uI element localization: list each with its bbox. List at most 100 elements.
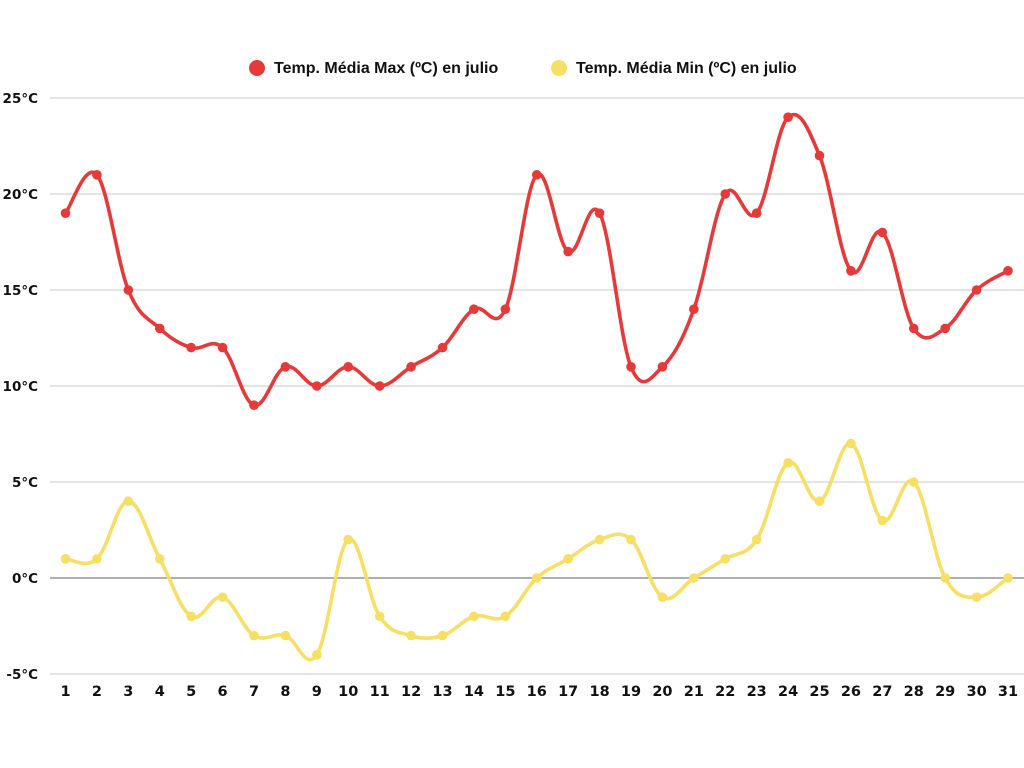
data-point-max-day-23[interactable] (751, 208, 762, 218)
data-point-min-day-8[interactable] (280, 630, 291, 641)
data-point-max-day-21[interactable] (689, 304, 699, 315)
data-point-max-day-5[interactable] (186, 342, 196, 353)
series-max (60, 112, 1013, 411)
x-tick-label: 13 (432, 684, 452, 700)
data-point-max-day-8[interactable] (280, 362, 291, 372)
data-point-min-day-27[interactable] (877, 515, 888, 526)
x-tick-label: 24 (778, 684, 798, 700)
x-axis: 1 2 3 4 5 6 7 8 9 10 11 12 13 14 15 16 17 18 19 20 21 22 23 24 2… (60, 684, 1018, 700)
data-point-max-day-13[interactable] (437, 342, 448, 353)
data-point-max-day-31[interactable] (1003, 266, 1013, 276)
data-point-min-day-1[interactable] (60, 554, 71, 564)
data-point-max-day-29[interactable] (940, 323, 950, 334)
y-tick-label: 10°C (3, 379, 39, 395)
x-tick-label: 31 (998, 684, 1018, 700)
x-tick-label: 22 (715, 684, 735, 700)
data-point-max-day-16[interactable] (531, 170, 542, 180)
x-tick-label: 7 (249, 684, 259, 700)
x-tick-label: 23 (747, 684, 767, 700)
x-tick-label: 11 (370, 684, 390, 700)
data-point-min-day-28[interactable] (908, 477, 919, 487)
data-point-max-day-18[interactable] (594, 208, 605, 218)
data-point-max-day-24[interactable] (783, 112, 793, 122)
series-min (60, 438, 1013, 662)
data-point-min-day-12[interactable] (406, 630, 416, 641)
data-point-min-day-15[interactable] (500, 611, 511, 622)
data-point-max-day-15[interactable] (500, 304, 511, 315)
x-tick-label: 4 (155, 684, 165, 700)
x-tick-label: 1 (60, 684, 70, 700)
data-point-max-day-27[interactable] (877, 227, 888, 238)
data-point-min-day-31[interactable] (1003, 573, 1013, 583)
data-point-min-day-30[interactable] (971, 592, 982, 602)
data-point-min-day-2[interactable] (92, 554, 102, 564)
x-tick-label: 30 (966, 684, 986, 700)
data-point-min-day-5[interactable] (186, 611, 196, 622)
x-tick-label: 2 (92, 684, 102, 700)
data-point-max-day-11[interactable] (374, 381, 385, 391)
data-point-min-day-24[interactable] (783, 458, 793, 468)
x-tick-label: 17 (558, 684, 578, 700)
data-point-max-day-10[interactable] (343, 362, 354, 372)
y-tick-label: 20°C (3, 187, 39, 203)
series-lines (60, 112, 1013, 662)
data-point-min-day-4[interactable] (154, 554, 165, 564)
data-point-max-day-25[interactable] (814, 150, 825, 161)
data-point-min-day-19[interactable] (626, 534, 636, 545)
data-point-max-day-9[interactable] (312, 381, 322, 391)
y-tick-label: 0°C (12, 571, 38, 587)
data-point-min-day-25[interactable] (814, 496, 825, 507)
data-point-min-day-11[interactable] (374, 611, 385, 622)
legend-item-max[interactable]: Temp. Média Max (ºC) en julio (249, 60, 498, 77)
data-point-min-day-9[interactable] (312, 650, 322, 660)
data-point-min-day-26[interactable] (846, 438, 856, 449)
data-point-min-day-13[interactable] (437, 630, 448, 641)
data-point-max-day-1[interactable] (60, 208, 71, 218)
data-point-min-day-29[interactable] (940, 573, 950, 583)
data-point-max-day-4[interactable] (154, 323, 165, 334)
data-point-min-day-14[interactable] (469, 611, 479, 622)
legend-marker-max (249, 60, 265, 76)
data-point-min-day-22[interactable] (720, 554, 731, 564)
x-tick-label: 26 (841, 684, 861, 700)
data-point-min-day-16[interactable] (531, 573, 542, 583)
x-tick-label: 5 (186, 684, 196, 700)
x-tick-label: 16 (527, 684, 547, 700)
data-point-max-day-20[interactable] (657, 362, 668, 372)
grid-lines (50, 97, 1024, 675)
data-point-max-day-3[interactable] (123, 285, 134, 295)
data-point-min-day-7[interactable] (249, 630, 259, 641)
data-point-max-day-7[interactable] (249, 400, 259, 411)
data-point-max-day-14[interactable] (469, 304, 479, 315)
legend-label-min: Temp. Média Min (ºC) en julio (576, 60, 797, 77)
x-tick-label: 25 (809, 684, 829, 700)
data-point-min-day-17[interactable] (563, 554, 573, 564)
data-point-min-day-23[interactable] (751, 534, 762, 545)
data-point-min-day-3[interactable] (123, 496, 134, 507)
x-tick-label: 3 (123, 684, 133, 700)
y-tick-label: 15°C (3, 283, 39, 299)
data-point-min-day-18[interactable] (594, 534, 605, 545)
data-point-max-day-6[interactable] (217, 342, 228, 353)
data-point-max-day-26[interactable] (846, 266, 856, 276)
x-tick-label: 14 (464, 684, 484, 700)
data-point-min-day-20[interactable] (657, 592, 668, 602)
x-tick-label: 6 (218, 684, 228, 700)
data-point-max-day-19[interactable] (626, 362, 636, 372)
data-point-max-day-28[interactable] (908, 323, 919, 334)
legend-item-min[interactable]: Temp. Média Min (ºC) en julio (551, 60, 797, 77)
data-point-max-day-17[interactable] (563, 246, 573, 257)
x-tick-label: 20 (652, 684, 672, 700)
data-point-max-day-12[interactable] (406, 362, 416, 372)
legend-label-max: Temp. Média Max (ºC) en julio (274, 60, 498, 77)
series-line-max (63, 112, 1010, 407)
x-tick-label: 27 (872, 684, 892, 700)
data-point-min-day-21[interactable] (689, 573, 699, 583)
data-point-max-day-22[interactable] (720, 189, 731, 199)
data-point-max-day-30[interactable] (971, 285, 982, 295)
x-tick-label: 10 (338, 684, 358, 700)
data-point-min-day-6[interactable] (217, 592, 228, 602)
data-point-max-day-2[interactable] (92, 170, 102, 180)
data-point-min-day-10[interactable] (343, 534, 354, 545)
